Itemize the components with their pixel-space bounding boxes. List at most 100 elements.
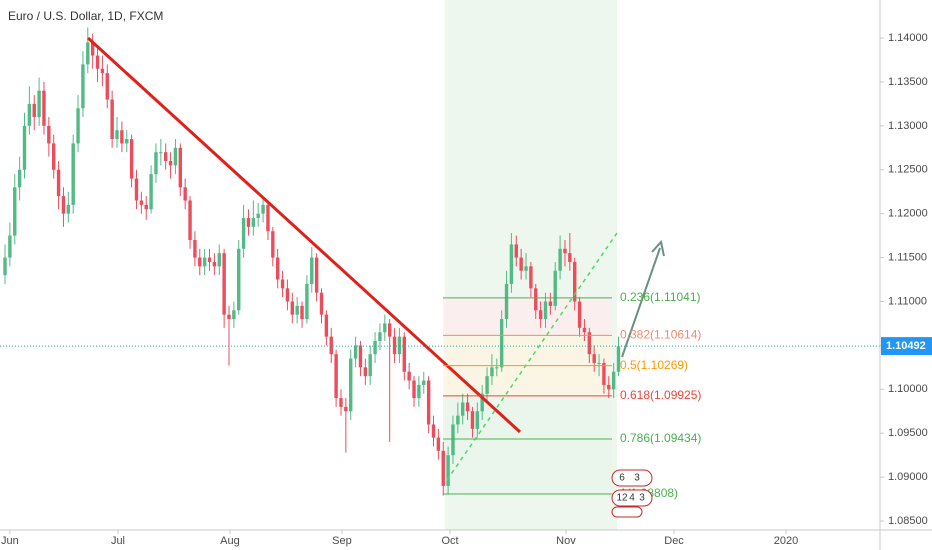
candle-body bbox=[611, 371, 616, 390]
fib-zone bbox=[443, 297, 612, 336]
candle-body bbox=[168, 160, 173, 166]
candle-body bbox=[314, 257, 319, 293]
x-tick-label: Jun bbox=[1, 535, 19, 547]
y-tick-label: 1.09500 bbox=[888, 427, 928, 439]
fib-level-label: 0.236(1.11041) bbox=[620, 290, 701, 304]
fib-zone bbox=[443, 365, 612, 396]
y-tick-label: 1.14000 bbox=[888, 32, 928, 44]
candle-body bbox=[577, 301, 582, 328]
candle-body bbox=[543, 301, 548, 320]
overlay: 0.236(1.11041) 0.382(1.10614) 0.5(1.10269)… bbox=[0, 290, 880, 518]
candle-body bbox=[441, 450, 445, 486]
candle-body bbox=[300, 305, 304, 320]
candle-body bbox=[90, 42, 95, 56]
candle-body bbox=[246, 218, 251, 227]
candle-body bbox=[616, 346, 621, 372]
candle-body bbox=[504, 283, 509, 320]
candle-body bbox=[193, 240, 197, 258]
fib-zones bbox=[443, 297, 612, 494]
candle-body bbox=[426, 380, 431, 425]
candle-body bbox=[32, 103, 36, 118]
candle-body bbox=[280, 279, 285, 289]
candle-body bbox=[56, 169, 61, 197]
candle-body bbox=[105, 73, 109, 100]
event-count: 12 bbox=[616, 493, 628, 504]
candle-body bbox=[290, 301, 294, 315]
candle-body bbox=[163, 152, 168, 161]
candle-body bbox=[178, 147, 183, 188]
candle-body bbox=[13, 187, 17, 236]
candle-body bbox=[485, 376, 489, 394]
fib-level-label: 0.382(1.10614) bbox=[620, 328, 701, 342]
candle-body bbox=[490, 367, 494, 377]
x-tick-label: Oct bbox=[441, 535, 458, 547]
x-tick-label: Sep bbox=[332, 535, 352, 547]
candle-body bbox=[188, 200, 192, 241]
candle-body bbox=[310, 257, 314, 284]
candle-body bbox=[266, 204, 270, 232]
candle-body bbox=[582, 327, 587, 333]
candle-body bbox=[383, 323, 387, 333]
y-tick-label: 1.11000 bbox=[888, 295, 927, 307]
candle-body bbox=[305, 283, 309, 320]
fib-zone bbox=[443, 335, 612, 366]
y-tick-label: 1.11500 bbox=[888, 251, 927, 263]
candle-body bbox=[607, 384, 611, 390]
candle-body bbox=[461, 402, 465, 416]
candle-body bbox=[563, 248, 567, 254]
y-tick-label: 1.08500 bbox=[888, 515, 928, 527]
candle-body bbox=[534, 288, 538, 311]
candle-body bbox=[159, 152, 163, 154]
trend-line bbox=[86, 36, 522, 434]
candle-body bbox=[324, 314, 329, 337]
event-count: 6 bbox=[619, 473, 625, 484]
candle-body bbox=[251, 218, 256, 227]
candle-body bbox=[553, 270, 557, 306]
candle-body bbox=[431, 424, 436, 438]
x-tick-label: Nov bbox=[556, 535, 576, 547]
candles bbox=[3, 27, 621, 496]
candle-body bbox=[154, 152, 158, 175]
candle-body bbox=[52, 143, 56, 170]
candle-body bbox=[217, 253, 221, 267]
candle-body bbox=[509, 244, 514, 284]
candle-body bbox=[198, 257, 202, 267]
candle-body bbox=[529, 266, 533, 289]
candle-body bbox=[422, 380, 426, 385]
candle-body bbox=[120, 130, 124, 144]
candle-body bbox=[436, 437, 441, 451]
candle-body bbox=[37, 90, 41, 118]
event-badge bbox=[611, 506, 643, 518]
candle-body bbox=[349, 358, 353, 412]
candle-body bbox=[183, 187, 187, 201]
candle-body bbox=[227, 314, 231, 320]
candle-body bbox=[86, 42, 90, 65]
candle-body bbox=[319, 292, 324, 315]
candle-body bbox=[47, 125, 51, 144]
x-tick-label: Dec bbox=[664, 535, 684, 547]
candle-body bbox=[597, 362, 601, 364]
candle-body bbox=[499, 319, 504, 368]
candle-body bbox=[329, 336, 333, 355]
candle-body bbox=[446, 455, 450, 486]
candle-body bbox=[602, 362, 606, 385]
y-tick-label: 1.09000 bbox=[888, 471, 928, 483]
candle-body bbox=[115, 130, 119, 140]
fib-level-label: 0.786(1.09434) bbox=[620, 431, 701, 445]
x-tick-label: 2020 bbox=[774, 535, 798, 547]
candle-body bbox=[202, 257, 207, 267]
event-badge bbox=[611, 489, 653, 507]
candle-body bbox=[237, 248, 241, 311]
candle-body bbox=[592, 354, 596, 363]
candle-body bbox=[495, 367, 499, 369]
candle-body bbox=[295, 305, 299, 315]
last-price-label: 1.10492 bbox=[886, 340, 926, 352]
candle-body bbox=[149, 174, 153, 210]
chart-title: Euro / U.S. Dollar, 1D, FXCM bbox=[8, 9, 163, 23]
fib-level-label: 0.5(1.10269) bbox=[620, 358, 688, 372]
candle-body bbox=[514, 244, 518, 258]
candle-body bbox=[100, 68, 105, 74]
candle-body bbox=[334, 354, 338, 399]
candle-body bbox=[470, 411, 475, 429]
